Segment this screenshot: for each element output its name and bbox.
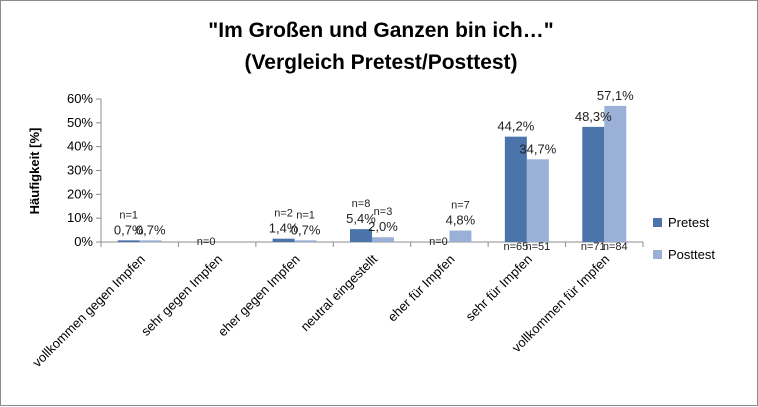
data-label: 5,4%	[346, 211, 376, 226]
data-label: 57,1%	[597, 88, 634, 103]
bar-posttest	[294, 240, 317, 242]
data-label: 4,8%	[446, 213, 476, 228]
data-label: 1,4%	[269, 221, 299, 236]
n-label: n=71	[581, 241, 606, 253]
data-label: 48,3%	[575, 109, 612, 124]
y-axis-label: Häufigkeit [%]	[27, 128, 42, 215]
bar-pretest	[504, 136, 527, 242]
n-label: n=0	[197, 236, 216, 248]
y-tick-label: 60%	[67, 91, 93, 106]
y-tick-label: 20%	[67, 186, 93, 201]
bar-pretest	[582, 126, 605, 242]
n-label: n=3	[374, 206, 393, 218]
data-label: 0,7%	[291, 222, 321, 237]
bar-pretest	[272, 238, 295, 242]
n-label: n=8	[352, 198, 371, 210]
bars	[117, 105, 627, 242]
n-label: n=7	[451, 200, 470, 212]
category-label: vollkommen gegen Impfen	[29, 252, 147, 370]
bar-pretest	[117, 240, 140, 242]
data-label: 0,7%	[114, 222, 144, 237]
legend-swatch-posttest	[653, 250, 662, 259]
y-tick-label: 10%	[67, 210, 93, 225]
category-label: sehr für Impfen	[463, 252, 535, 324]
n-label: n=1	[119, 209, 138, 221]
n-label: n=0	[429, 236, 448, 248]
legend-swatch-pretest	[653, 218, 662, 227]
category-label: eher für Impfen	[385, 252, 458, 325]
bar-posttest	[372, 237, 394, 242]
data-label: 2,0%	[368, 219, 398, 234]
chart-title-line1: "Im Großen und Ganzen bin ich…"	[208, 19, 553, 42]
y-tick-label: 50%	[67, 115, 93, 130]
data-labels: 0,7%n=1n=01,4%n=2 5,4%n=8n=044,2%n=6548,3…	[114, 88, 634, 253]
n-label: n=1	[296, 209, 315, 221]
n-label: n=65	[503, 241, 528, 253]
bar-posttest	[604, 105, 627, 242]
legend-label-pretest: Pretest	[668, 215, 710, 230]
bar-posttest	[449, 230, 472, 242]
y-tick-label: 0%	[74, 234, 93, 249]
data-label: 34,7%	[519, 141, 556, 156]
data-label: 44,2%	[497, 119, 534, 134]
n-label: n=51	[525, 241, 550, 253]
category-label: sehr gegen Impfen	[138, 252, 225, 339]
chart-title-line2: (Vergleich Pretest/Posttest)	[244, 51, 517, 74]
n-label: n=2	[274, 208, 293, 220]
legend: Pretest Posttest	[653, 215, 715, 262]
category-label: neutral eingestellt	[297, 251, 380, 334]
bar-posttest	[139, 240, 162, 242]
n-label: n=84	[603, 241, 628, 253]
legend-label-posttest: Posttest	[668, 247, 715, 262]
y-tick-label: 30%	[67, 163, 93, 178]
bar-pretest	[350, 229, 372, 242]
bar-posttest	[526, 159, 549, 242]
y-tick-label: 40%	[67, 139, 93, 154]
data-label: 0,7%	[136, 222, 166, 237]
category-label: eher gegen Impfen	[215, 252, 303, 340]
